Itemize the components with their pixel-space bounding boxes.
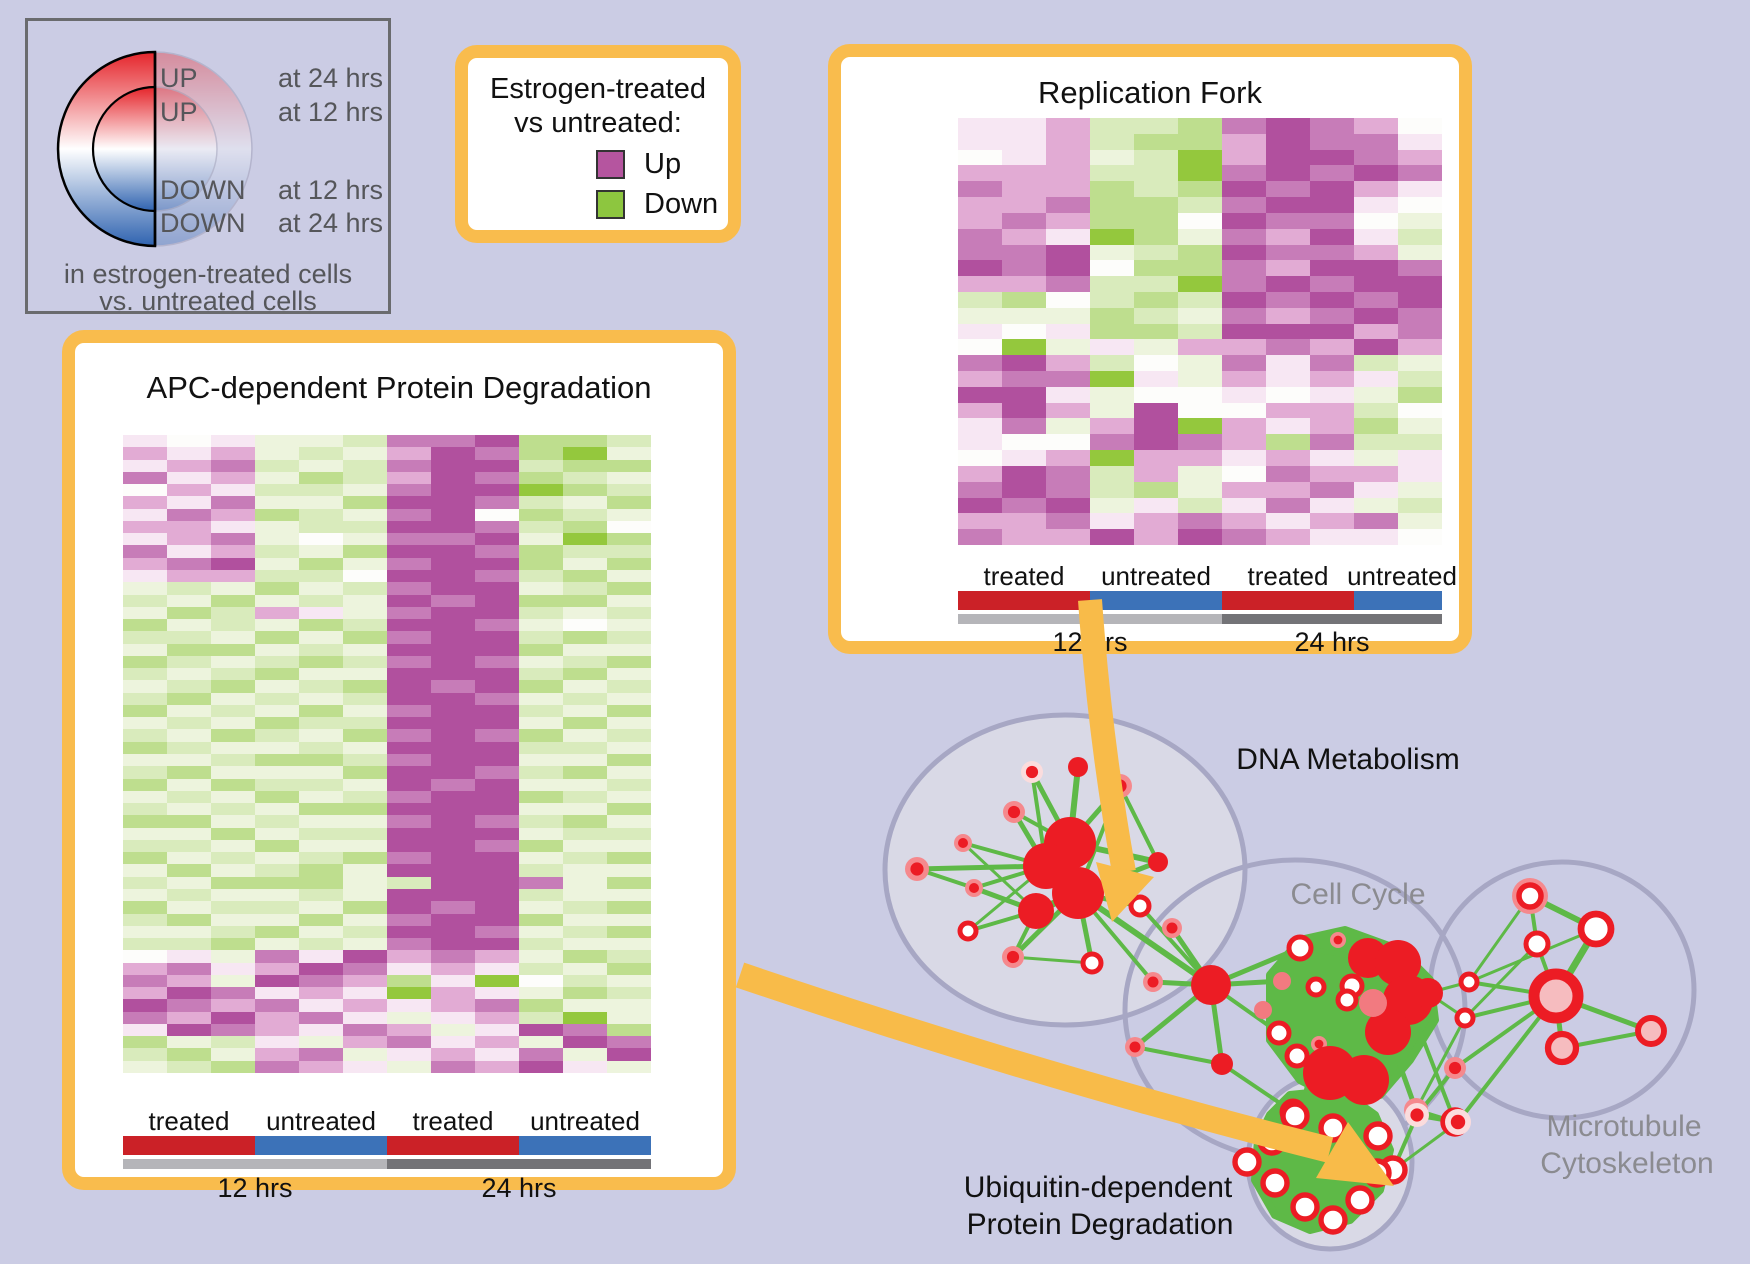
updown-ring-diagram xyxy=(56,50,253,248)
rf-treated-bar-12 xyxy=(958,591,1090,610)
ring-time-down-12: at 12 hrs xyxy=(278,175,384,205)
apc-untreated-bar-24 xyxy=(519,1136,651,1155)
cluster-label-dna-metabolism: DNA Metabolism xyxy=(1236,743,1460,776)
ring-time-12: at 12 hrs xyxy=(278,97,384,127)
ring-dir-down-24: DOWN xyxy=(160,208,246,238)
down-label: Down xyxy=(644,188,719,220)
apc-treated-bar-12 xyxy=(123,1136,255,1155)
apc-treated-bar-24 xyxy=(387,1136,519,1155)
heatmap-rf xyxy=(958,118,1442,545)
apc-title: APC-dependent Protein Degradation xyxy=(146,370,652,405)
rf-untreated-bar-24 xyxy=(1354,591,1442,610)
replication-fork-panel: Replication Fork treated untreated treat… xyxy=(828,44,1472,657)
apc-group-label-2: untreated xyxy=(266,1106,376,1136)
legend-row-up: Up xyxy=(468,146,728,180)
figure-bottom-margin xyxy=(0,1264,1750,1279)
ring-legend-box: UP at 24 hrs UP at 12 hrs DOWN at 12 hrs… xyxy=(25,18,391,316)
color-legend-title: Estrogen-treated vs untreated: xyxy=(489,73,706,139)
rf-24hr-bar xyxy=(1222,614,1442,624)
ring-dir-down-12: DOWN xyxy=(160,175,246,205)
ring-caption-line1: in estrogen-treated cells xyxy=(63,259,353,289)
rf-group-label-1: treated xyxy=(983,561,1065,591)
ring-dir-up-12: UP xyxy=(160,97,198,127)
apc-time-24: 24 hrs xyxy=(481,1173,557,1203)
rf-untreated-bar-12 xyxy=(1090,591,1222,610)
legend-row-down: Down xyxy=(468,186,728,220)
apc-time-12: 12 hrs xyxy=(217,1173,293,1203)
rf-treated-bar-24 xyxy=(1222,591,1354,610)
cluster-label-cytoskeleton: Cytoskeleton xyxy=(1540,1147,1714,1180)
apc-untreated-bar-12 xyxy=(255,1136,387,1155)
apc-12hr-bar xyxy=(123,1159,387,1169)
cluster-label-ubiquitin-line1: Ubiquitin-dependent xyxy=(963,1171,1233,1204)
ring-time-down-24: at 24 hrs xyxy=(278,208,384,238)
up-label: Up xyxy=(644,148,682,180)
up-swatch xyxy=(596,150,625,179)
color-legend-box: Estrogen-treated vs untreated: Up Down xyxy=(455,45,741,243)
rf-group-label-3: treated xyxy=(1247,561,1329,591)
down-swatch xyxy=(596,190,625,219)
rf-title: Replication Fork xyxy=(1038,75,1262,110)
rf-group-label-2: untreated xyxy=(1101,561,1211,591)
cluster-label-cell-cycle: Cell Cycle xyxy=(1290,878,1426,911)
apc-group-label-1: treated xyxy=(148,1106,230,1136)
rf-group-label-4: untreated xyxy=(1347,561,1457,591)
ring-caption-line2: vs. untreated cells xyxy=(99,286,317,316)
apc-group-label-4: untreated xyxy=(530,1106,640,1136)
apc-group-label-3: treated xyxy=(412,1106,494,1136)
apc-panel: APC-dependent Protein Degradation treate… xyxy=(62,330,736,1203)
apc-24hr-bar xyxy=(387,1159,651,1169)
ring-time-24: at 24 hrs xyxy=(278,63,384,93)
heatmap-apc xyxy=(123,435,651,1073)
cluster-label-ubiquitin-line2: Protein Degradation xyxy=(966,1208,1234,1241)
ring-dir-up-24: UP xyxy=(160,63,198,93)
cluster-label-microtubule: Microtubule xyxy=(1546,1110,1702,1143)
rf-time-24: 24 hrs xyxy=(1294,627,1370,657)
